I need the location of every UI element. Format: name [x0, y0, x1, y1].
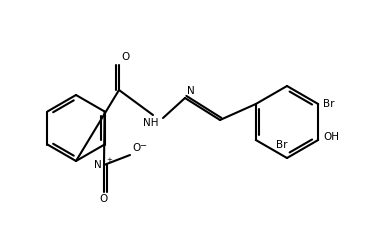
Text: N: N — [94, 160, 102, 170]
Text: +: + — [106, 157, 112, 163]
Text: −: − — [139, 141, 146, 150]
Text: O: O — [132, 143, 140, 153]
Text: O: O — [121, 52, 129, 62]
Text: Br: Br — [323, 99, 335, 109]
Text: N: N — [187, 86, 195, 96]
Text: OH: OH — [323, 132, 339, 142]
Text: O: O — [100, 194, 108, 204]
Text: Br: Br — [276, 140, 288, 150]
Text: NH: NH — [143, 118, 159, 128]
